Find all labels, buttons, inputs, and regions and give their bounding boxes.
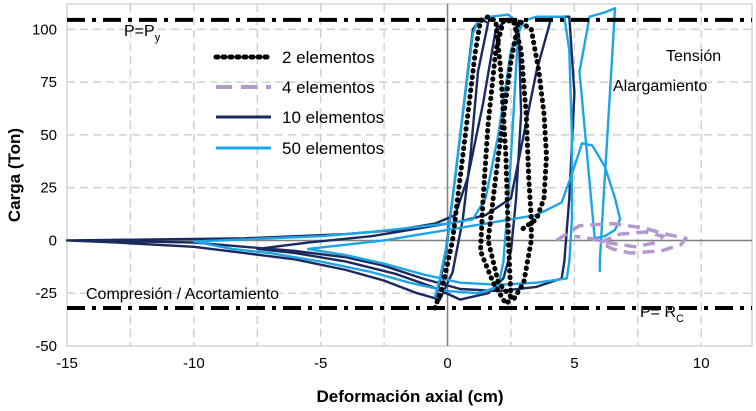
x-tick-label: 5 bbox=[570, 355, 578, 372]
plot-frame bbox=[66, 3, 753, 347]
x-tick-label: -5 bbox=[314, 355, 327, 372]
reference-lines bbox=[67, 17, 752, 310]
series-line-10-elementos bbox=[65, 15, 576, 301]
y-tick-label: 75 bbox=[40, 74, 57, 91]
series-line-50-elementos bbox=[192, 6, 622, 298]
annotation-compression: Compresión / Acortamiento bbox=[86, 286, 279, 303]
x-axis-title: Deformación axial (cm) bbox=[316, 387, 503, 406]
legend-label-4-elementos: 4 elementos bbox=[282, 78, 375, 97]
y-tick-label: -50 bbox=[35, 338, 57, 355]
series-line-4-elementos bbox=[555, 221, 688, 255]
legend-label-50-elementos: 50 elementos bbox=[282, 139, 384, 158]
x-tick-label: -15 bbox=[56, 355, 78, 372]
legend: 2 elementos 4 elementos 10 elementos 50 … bbox=[213, 48, 384, 158]
y-tick-label: -25 bbox=[35, 285, 57, 302]
x-tick-label: 10 bbox=[693, 355, 710, 372]
y-axis-title: Carga (Ton) bbox=[5, 128, 24, 222]
y-tick-label: 100 bbox=[32, 21, 57, 38]
annotation-tension: Tensión bbox=[666, 48, 721, 65]
legend-label-2-elementos: 2 elementos bbox=[282, 48, 375, 67]
y-tick-label: 25 bbox=[40, 180, 57, 197]
x-tick-label: -10 bbox=[183, 355, 205, 372]
ref-label-py: P=Py bbox=[124, 23, 161, 44]
y-tick-label: 0 bbox=[49, 232, 57, 249]
series-group bbox=[65, 6, 688, 311]
grid bbox=[66, 3, 753, 347]
legend-label-10-elementos: 10 elementos bbox=[282, 108, 384, 127]
x-tick-label: 0 bbox=[443, 355, 451, 372]
annotation-alargamiento: Alargamiento bbox=[613, 78, 707, 95]
ref-label-rc: P= RC bbox=[640, 304, 684, 325]
y-tick-label: 50 bbox=[40, 127, 57, 144]
